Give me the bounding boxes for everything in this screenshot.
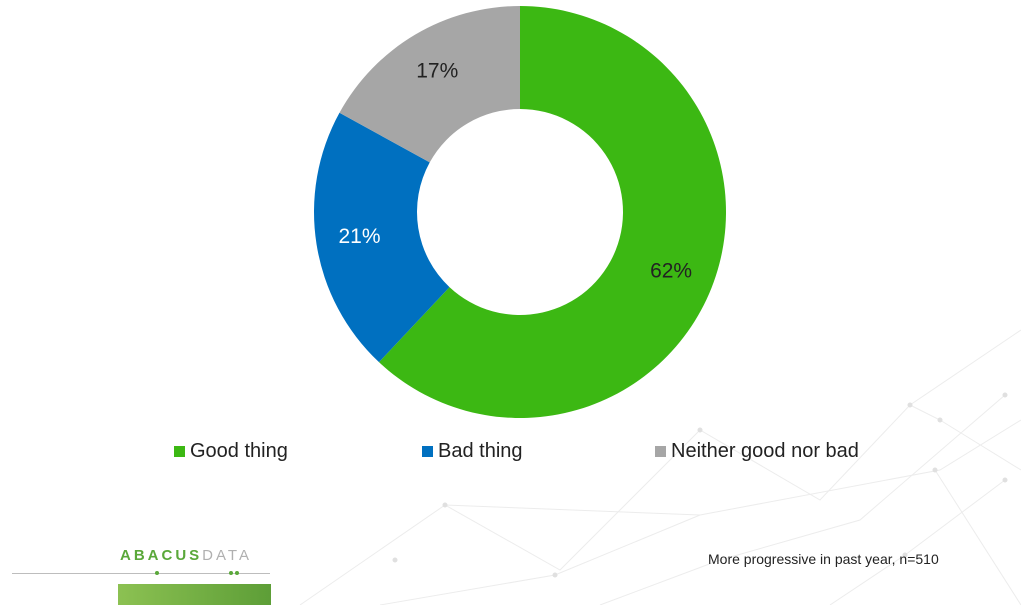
slice-bad-thing bbox=[313, 112, 450, 363]
logo-bead-icon bbox=[229, 571, 233, 575]
legend-label-good: Good thing bbox=[190, 440, 288, 462]
logo-word-abacus: ABACUS bbox=[120, 547, 203, 564]
legend-item-neither: Neither good nor bad bbox=[655, 440, 859, 463]
abacus-data-logo: ABACUSDATA bbox=[0, 545, 280, 605]
legend-item-good-thing: Good thing bbox=[174, 440, 288, 463]
legend-swatch-bad bbox=[422, 446, 433, 457]
data-label-good-thing: 62% bbox=[650, 259, 692, 282]
logo-bead-icon bbox=[235, 571, 239, 575]
sample-footnote: More progressive in past year, n=510 bbox=[708, 551, 939, 567]
data-label-bad-thing: 21% bbox=[338, 225, 380, 248]
legend-swatch-good bbox=[174, 446, 185, 457]
logo-rule bbox=[12, 573, 270, 574]
slice-neither-good-nor-bad bbox=[339, 6, 520, 163]
logo-green-bar bbox=[118, 584, 271, 605]
logo-word-data: DATA bbox=[202, 547, 252, 564]
legend-item-bad-thing: Bad thing bbox=[422, 440, 523, 463]
logo-bead-icon bbox=[155, 571, 159, 575]
slice-good-thing bbox=[378, 6, 726, 418]
legend-label-neither: Neither good nor bad bbox=[671, 440, 859, 462]
legend-label-bad: Bad thing bbox=[438, 440, 523, 462]
logo-wordmark: ABACUSDATA bbox=[120, 547, 252, 564]
data-label-neither-good-nor-bad: 17% bbox=[416, 60, 458, 83]
legend-swatch-neither bbox=[655, 446, 666, 457]
